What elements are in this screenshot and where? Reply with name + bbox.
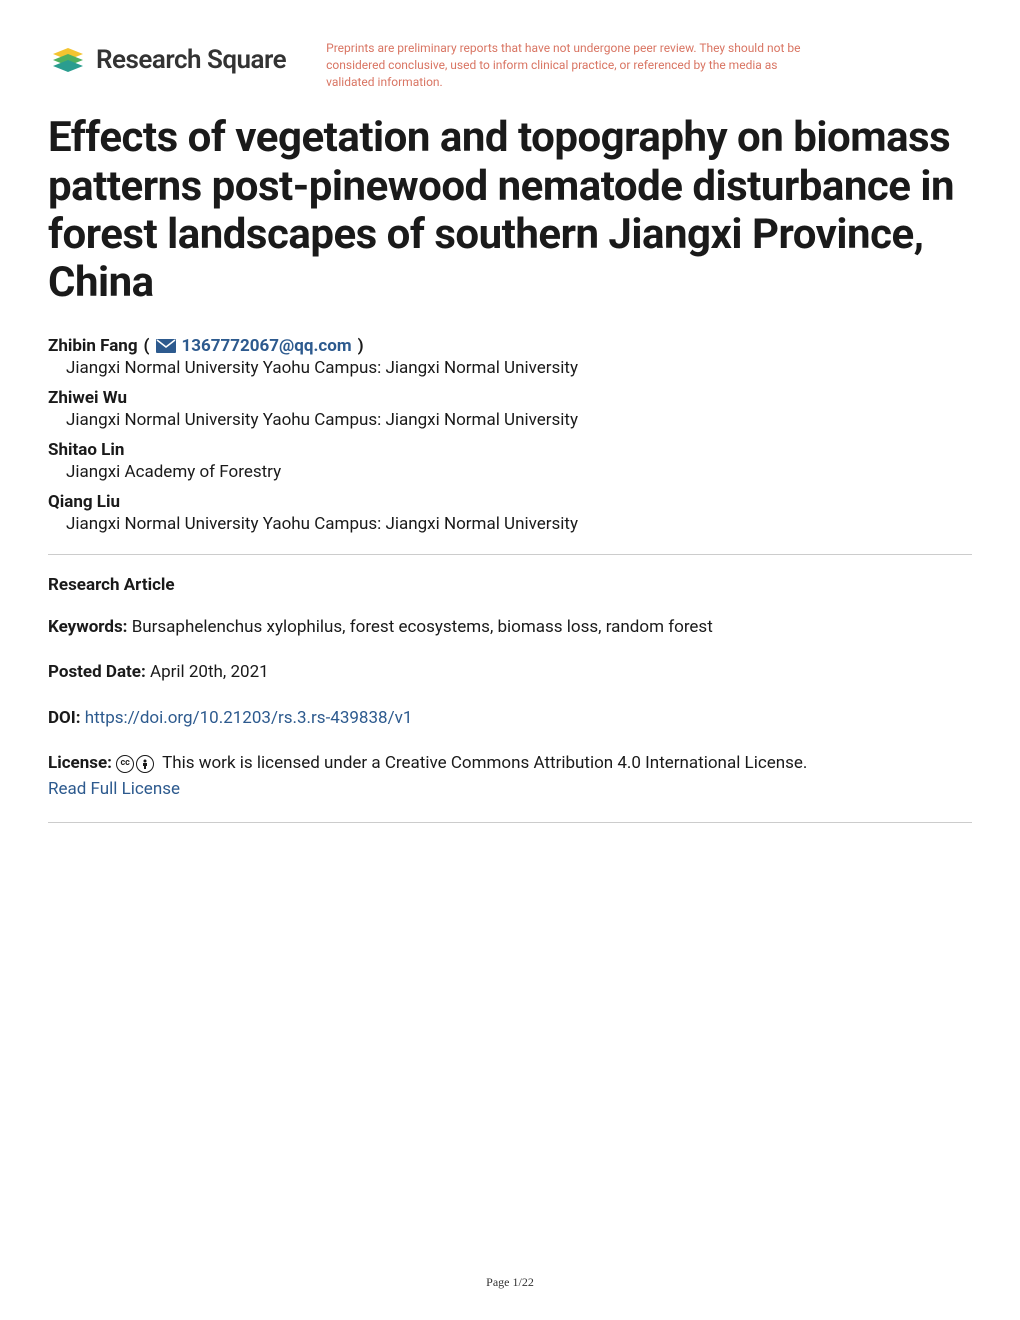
author-email[interactable]: 1367772067@qq.com <box>182 336 352 356</box>
posted-date-value: April 20th, 2021 <box>150 662 269 682</box>
page-number: Page 1/22 <box>486 1275 534 1290</box>
license-row: License: cc This work is licensed under … <box>48 751 972 802</box>
posted-date-label: Posted Date: <box>48 662 146 682</box>
author-name-row: Zhibin Fang ( 1367772067@qq.com ) <box>48 336 972 356</box>
paren-open: ( <box>144 336 150 356</box>
author-block: Qiang Liu Jiangxi Normal University Yaoh… <box>48 492 972 534</box>
envelope-icon <box>156 339 176 353</box>
author-block: Shitao Lin Jiangxi Academy of Forestry <box>48 440 972 482</box>
preprint-disclaimer: Preprints are preliminary reports that h… <box>326 40 806 90</box>
author-affiliation: Jiangxi Normal University Yaohu Campus: … <box>48 358 972 378</box>
author-name: Qiang Liu <box>48 492 120 512</box>
article-type-label: Research Article <box>48 575 972 595</box>
keywords-label: Keywords: <box>48 617 127 637</box>
authors-section: Zhibin Fang ( 1367772067@qq.com ) Jiangx… <box>48 336 972 534</box>
keywords-value: Bursaphelenchus xylophilus, forest ecosy… <box>132 617 713 637</box>
section-divider <box>48 554 972 555</box>
author-block: Zhibin Fang ( 1367772067@qq.com ) Jiangx… <box>48 336 972 378</box>
keywords-row: Keywords: Bursaphelenchus xylophilus, fo… <box>48 615 972 641</box>
cc-icon: cc <box>116 755 134 773</box>
author-affiliation: Jiangxi Normal University Yaohu Campus: … <box>48 410 972 430</box>
author-name: Zhiwei Wu <box>48 388 127 408</box>
header-row: Research Square Preprints are preliminar… <box>48 40 972 90</box>
author-affiliation: Jiangxi Normal University Yaohu Campus: … <box>48 514 972 534</box>
author-name-row: Shitao Lin <box>48 440 972 460</box>
license-text: This work is licensed under a Creative C… <box>162 753 807 773</box>
posted-date-row: Posted Date: April 20th, 2021 <box>48 660 972 686</box>
author-affiliation: Jiangxi Academy of Forestry <box>48 462 972 482</box>
author-name-row: Zhiwei Wu <box>48 388 972 408</box>
doi-link[interactable]: https://doi.org/10.21203/rs.3.rs-439838/… <box>85 708 413 728</box>
cc-license-icons: cc <box>116 755 154 773</box>
research-square-logo-icon <box>48 40 88 80</box>
read-full-license-link[interactable]: Read Full License <box>48 779 180 799</box>
license-label: License: <box>48 753 112 773</box>
author-block: Zhiwei Wu Jiangxi Normal University Yaoh… <box>48 388 972 430</box>
paren-close: ) <box>358 336 364 356</box>
logo-container: Research Square <box>48 40 286 80</box>
author-name: Zhibin Fang <box>48 336 138 356</box>
author-name: Shitao Lin <box>48 440 124 460</box>
paper-title: Effects of vegetation and topography on … <box>48 114 972 307</box>
doi-row: DOI: https://doi.org/10.21203/rs.3.rs-43… <box>48 706 972 732</box>
section-divider <box>48 822 972 823</box>
by-icon <box>136 755 154 773</box>
author-name-row: Qiang Liu <box>48 492 972 512</box>
logo-text: Research Square <box>96 45 286 75</box>
doi-label: DOI: <box>48 708 81 728</box>
